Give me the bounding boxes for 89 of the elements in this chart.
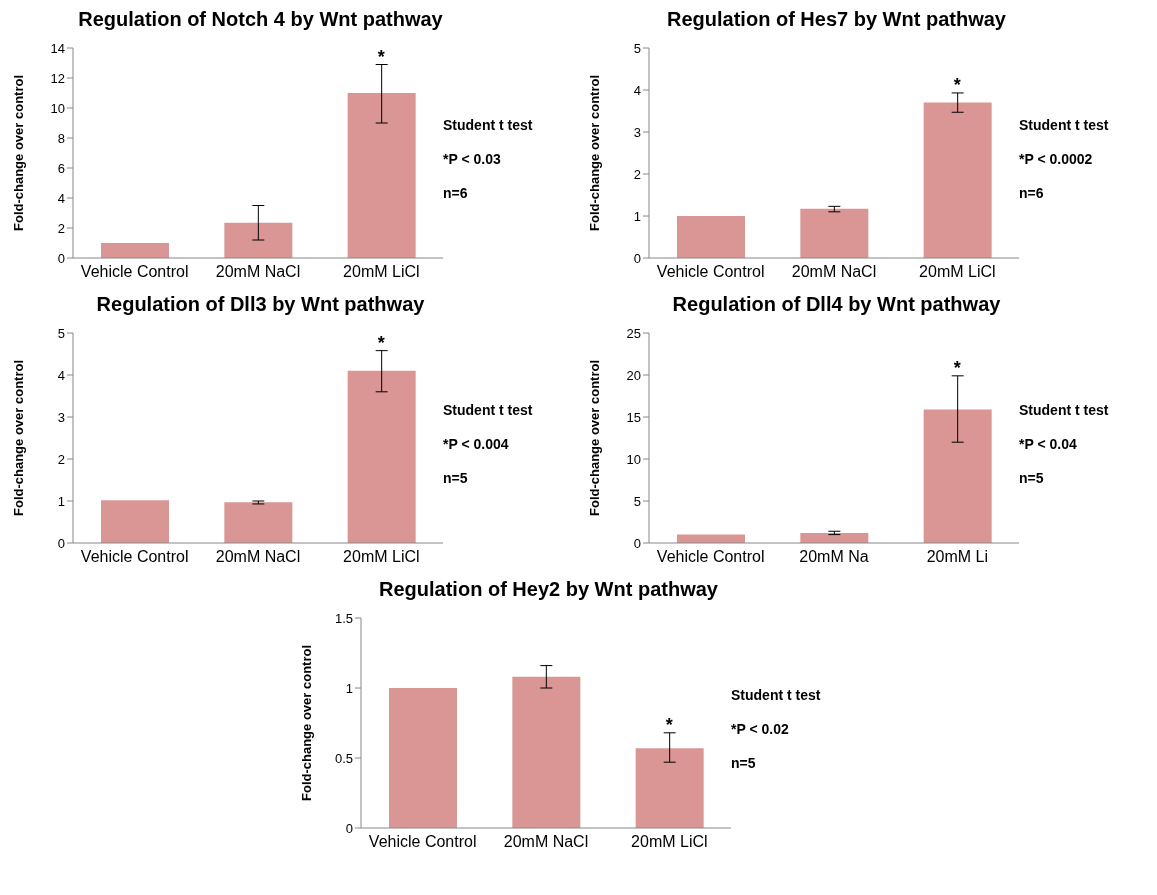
chart-title: Regulation of Hes7 by Wnt pathway [666,8,1007,32]
annotation: n=5 [1019,468,1045,488]
bar [512,676,581,828]
y-tick-label: 0 [57,250,65,266]
annotation: * [665,714,673,735]
bar [923,409,992,543]
annotation: Student t test [1019,400,1110,420]
y-tick-label: 6 [57,160,65,176]
annotation: *P < 0.04 [1019,434,1078,454]
annotation: *P < 0.02 [731,719,790,739]
y-tick-label: 12 [50,70,65,86]
x-tick-label: Vehicle Control [656,548,765,566]
y-tick-label: 15 [626,409,641,425]
bar [923,102,992,258]
annotation: *P < 0.03 [443,149,502,169]
x-tick-label: 20mM LiCl [919,263,996,281]
y-tick-label: 14 [50,40,65,56]
y-tick-label: 0 [633,535,641,551]
annotation: Student t test [1019,115,1110,135]
y-tick-label: 0 [633,250,641,266]
annotation: n=5 [731,753,757,773]
y-tick-label: 25 [626,325,641,341]
x-tick-label: 20mM NaCl [215,548,301,566]
annotation: * [377,332,385,353]
x-tick-label: 20mM NaCl [215,263,301,281]
annotation: * [953,74,961,95]
bar [101,243,169,258]
y-tick-label: 8 [57,130,65,146]
x-tick-label: 20mM NaCl [791,263,877,281]
bar [635,748,704,828]
chart-title: Regulation of Dll4 by Wnt pathway [671,293,1002,317]
x-tick-label: 20mM Li [926,548,989,566]
y-tick-label: 0 [57,535,65,551]
bar [389,688,457,828]
y-tick-label: 5 [633,493,641,509]
x-tick-label: 20mM LiCl [631,833,708,851]
annotation: n=5 [443,468,469,488]
y-tick-label: 20 [626,367,641,383]
y-tick-label: 1 [57,493,65,509]
y-axis-title: Fold-change over control [10,359,26,517]
chart-title: Regulation of Hey2 by Wnt pathway [378,578,719,602]
x-tick-label: 20mM Na [799,548,869,566]
y-tick-label: 0 [345,820,353,836]
x-tick-label: Vehicle Control [656,263,765,281]
y-tick-label: 3 [633,124,641,140]
annotation: n=6 [443,183,469,203]
x-tick-label: 20mM LiCl [343,548,420,566]
annotation: * [377,46,385,67]
bar [347,93,416,258]
x-tick-label: 20mM NaCl [503,833,589,851]
x-tick-label: Vehicle Control [80,263,189,281]
y-tick-label: 4 [57,190,65,206]
y-axis-title: Fold-change over control [10,74,26,232]
y-tick-label: 5 [57,325,65,341]
chart-title: Regulation of Dll3 by Wnt pathway [95,293,426,317]
bar [101,500,169,543]
annotation: n=6 [1019,183,1045,203]
bar [224,222,293,258]
y-tick-label: 5 [633,40,641,56]
y-tick-label: 4 [57,367,65,383]
bar [677,216,745,258]
y-axis-title: Fold-change over control [586,359,602,517]
annotation: Student t test [731,685,822,705]
annotation: Student t test [443,115,534,135]
chart-title: Regulation of Notch 4 by Wnt pathway [77,8,444,32]
bar [800,532,869,543]
y-tick-label: 1.5 [334,610,353,626]
annotation: *P < 0.0002 [1019,149,1094,169]
y-tick-label: 10 [50,100,65,116]
y-axis-title: Fold-change over control [586,74,602,232]
bar [347,370,416,543]
y-tick-label: 4 [633,82,641,98]
y-tick-label: 2 [633,166,641,182]
x-tick-label: 20mM LiCl [343,263,420,281]
y-tick-label: 2 [57,451,65,467]
bar [224,502,293,543]
y-tick-label: 1 [345,680,353,696]
annotation: * [953,357,961,378]
y-tick-label: 0.5 [334,750,353,766]
y-axis-title: Fold-change over control [298,644,314,802]
y-tick-label: 10 [626,451,641,467]
y-tick-label: 2 [57,220,65,236]
x-tick-label: Vehicle Control [80,548,189,566]
annotation: *P < 0.004 [443,434,510,454]
y-tick-label: 1 [633,208,641,224]
x-tick-label: Vehicle Control [368,833,477,851]
y-tick-label: 3 [57,409,65,425]
annotation: Student t test [443,400,534,420]
bar [800,208,869,258]
